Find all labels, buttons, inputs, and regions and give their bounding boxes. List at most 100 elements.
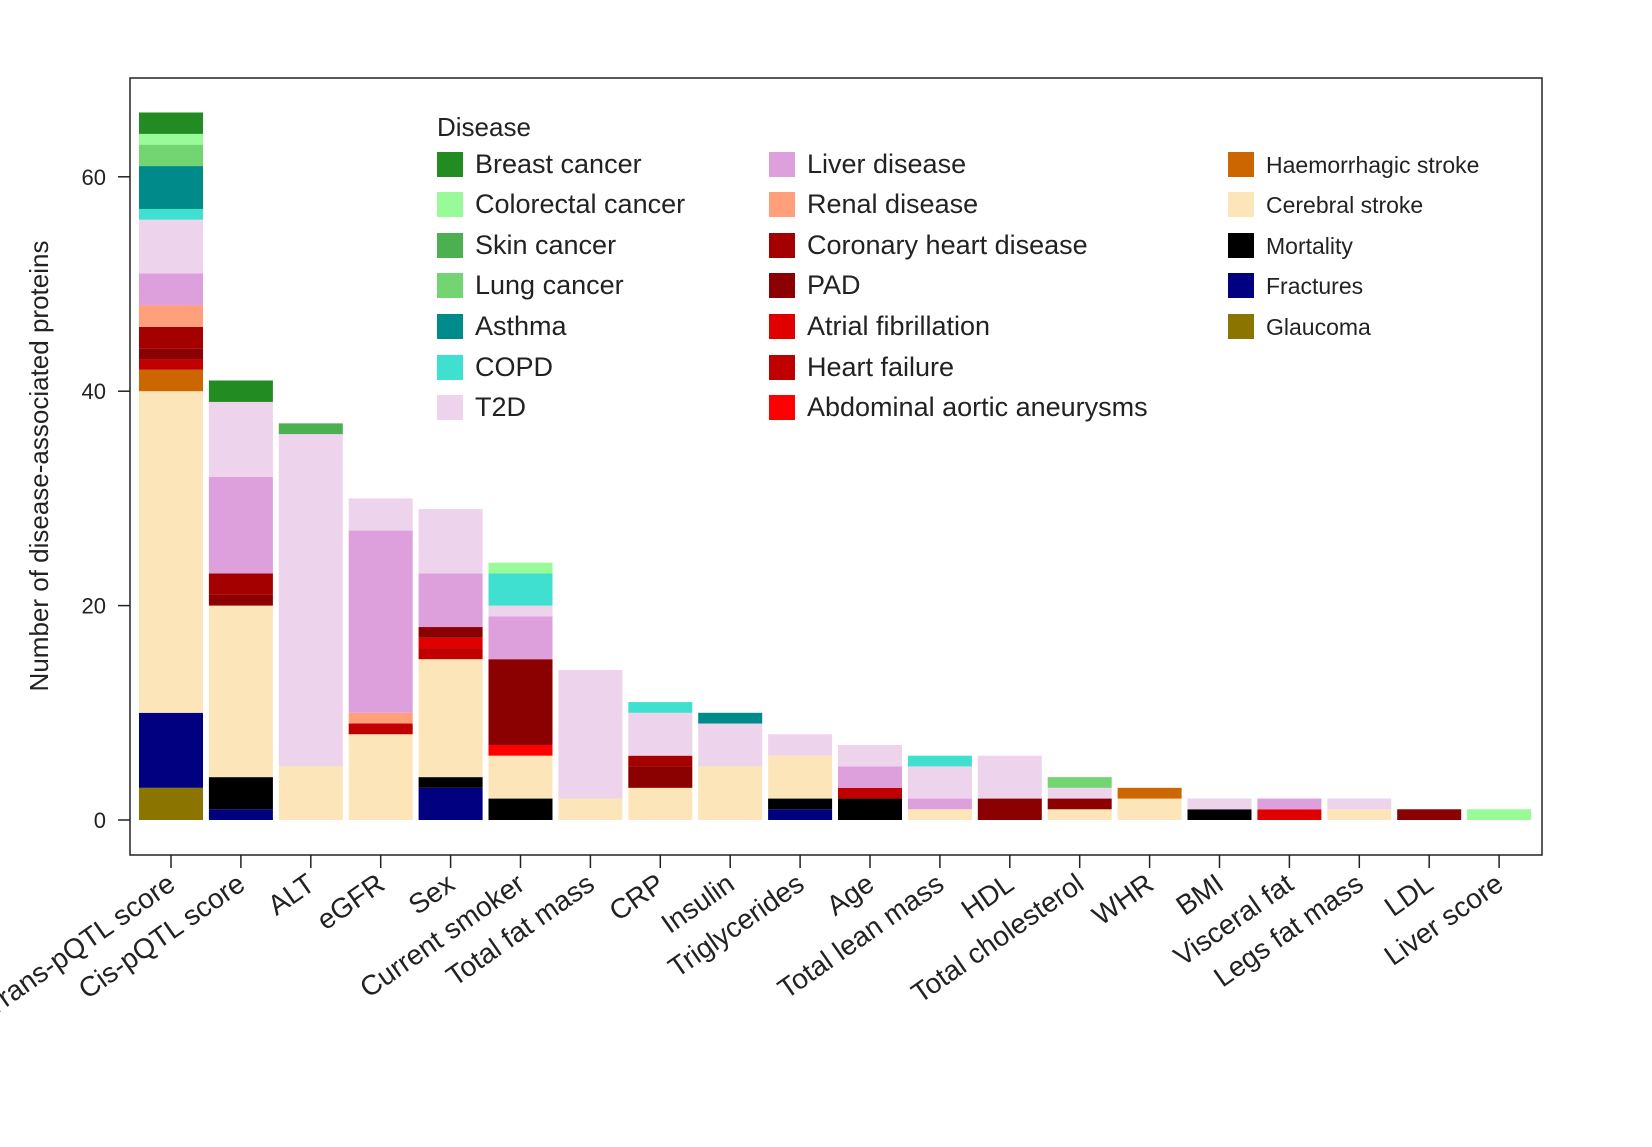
x-tick-label: ALT (262, 868, 320, 922)
legend-item-pad: PAD (769, 270, 861, 300)
legend-item-liver-disease: Liver disease (769, 149, 966, 179)
legend-item-t2d: T2D (437, 392, 526, 422)
legend-swatch (437, 192, 463, 217)
bar-segment-bmi-mortality (1187, 809, 1252, 820)
legend-swatch (1228, 314, 1254, 339)
legend-item-colorectal-cancer: Colorectal cancer (437, 189, 685, 219)
legend-label: Mortality (1266, 233, 1353, 259)
bar-segment-insulin-cerebral-stroke (698, 766, 763, 820)
bar-segment-total-lean-mass-copd (907, 755, 972, 767)
y-tick-label: 40 (82, 379, 106, 404)
bar-segment-total-cholesterol-t2d (1047, 787, 1112, 799)
bar-segment-trans-pqtl-score-glaucoma (139, 787, 203, 820)
bar-segment-sex-heart-failure (418, 648, 483, 660)
bar-segment-crp-coronary-heart-disease (628, 755, 693, 767)
legend: Breast cancer Colorectal cancer Skin cance… (437, 149, 1479, 422)
bar-segment-cis-pqtl-score-breast-cancer (208, 380, 273, 402)
bar-segment-legs-fat-mass-cerebral-stroke (1327, 809, 1392, 820)
bar-segment-legs-fat-mass-t2d (1327, 798, 1392, 810)
legend-item-atrial-fibrillation: Atrial fibrillation (769, 311, 990, 341)
legend-swatch (769, 233, 795, 258)
y-tick-label: 0 (94, 808, 106, 833)
bar-segment-trans-pqtl-score-pad (139, 348, 203, 360)
bar-segment-sex-liver-disease (418, 573, 483, 628)
legend-label: Abdominal aortic aneurysms (807, 392, 1148, 422)
legend-swatch (1228, 152, 1254, 177)
legend-swatch (437, 273, 463, 298)
legend-label: Lung cancer (475, 270, 624, 300)
legend-swatch (1228, 233, 1254, 258)
legend-item-fractures: Fractures (1228, 273, 1363, 299)
legend-label: Breast cancer (475, 149, 642, 179)
bar-segment-sex-atrial-fibrillation (418, 637, 483, 649)
x-tick-label: eGFR (311, 868, 390, 936)
bar-segment-sex-pad (418, 627, 483, 638)
bar-segment-cis-pqtl-score-liver-disease (208, 476, 273, 574)
legend-item-heart-failure: Heart failure (769, 352, 954, 382)
bar-segment-total-fat-mass-cerebral-stroke (558, 798, 623, 820)
bar-segment-cis-pqtl-score-fractures (208, 809, 273, 820)
bar-segment-current-smoker-liver-disease (488, 616, 553, 660)
legend-label: Liver disease (807, 149, 966, 179)
legend-label: Heart failure (807, 352, 954, 382)
legend-swatch (437, 355, 463, 380)
legend-title: Disease (437, 112, 531, 142)
legend-item-lung-cancer: Lung cancer (437, 270, 624, 300)
bar-segment-hdl-pad (977, 798, 1042, 820)
bar-segment-triglycerides-t2d (768, 734, 833, 756)
legend-item-abdominal-aortic-aneurysms: Abdominal aortic aneurysms (769, 392, 1148, 422)
legend-item-haemorrhagic-stroke: Haemorrhagic stroke (1228, 152, 1479, 178)
bar-segment-trans-pqtl-score-asthma (139, 166, 203, 209)
legend-swatch (437, 314, 463, 339)
bar-segment-current-smoker-cerebral-stroke (488, 755, 553, 799)
legend-item-coronary-heart-disease: Coronary heart disease (769, 230, 1088, 260)
bar-segment-alt-t2d (278, 434, 343, 767)
bar-segment-egfr-liver-disease (348, 530, 413, 713)
legend-swatch (769, 355, 795, 380)
legend-item-mortality: Mortality (1228, 233, 1353, 259)
bar-segment-triglycerides-cerebral-stroke (768, 755, 833, 799)
legend-item-cerebral-stroke: Cerebral stroke (1228, 192, 1423, 218)
y-axis-label: Number of disease-associated proteins (24, 241, 54, 692)
bar-segment-total-fat-mass-t2d (558, 669, 623, 799)
bar-segment-egfr-renal-disease (348, 712, 413, 724)
bar-segment-cis-pqtl-score-mortality (208, 777, 273, 810)
legend-label: T2D (475, 392, 526, 422)
bar-segment-trans-pqtl-score-renal-disease (139, 305, 203, 327)
legend-swatch (769, 192, 795, 217)
legend-item-asthma: Asthma (437, 311, 568, 341)
bar-segment-visceral-fat-liver-disease (1257, 798, 1322, 810)
legend-label: PAD (807, 270, 861, 300)
bar-segment-whr-haemorrhagic-stroke (1117, 787, 1182, 799)
legend-label: Colorectal cancer (475, 189, 685, 219)
legend-item-glaucoma: Glaucoma (1228, 314, 1371, 340)
legend-item-renal-disease: Renal disease (769, 189, 978, 219)
legend-swatch (769, 395, 795, 420)
bar-segment-current-smoker-mortality (488, 798, 553, 820)
bar-segment-age-t2d (838, 744, 902, 767)
bar-segment-total-lean-mass-cerebral-stroke (907, 809, 972, 820)
legend-swatch (437, 395, 463, 420)
legend-item-breast-cancer: Breast cancer (437, 149, 642, 179)
bar-segment-crp-copd (628, 702, 693, 713)
bar-segment-crp-cerebral-stroke (628, 787, 693, 820)
bar-segment-total-lean-mass-liver-disease (907, 798, 972, 810)
bar-segment-egfr-cerebral-stroke (348, 734, 413, 820)
bar-segment-cis-pqtl-score-pad (208, 594, 273, 606)
legend-label: Cerebral stroke (1266, 192, 1423, 218)
legend-label: Glaucoma (1266, 314, 1371, 340)
bar-segment-trans-pqtl-score-fractures (139, 712, 203, 788)
legend-label: Haemorrhagic stroke (1266, 152, 1479, 178)
legend-item-copd: COPD (437, 352, 553, 382)
bar-segment-trans-pqtl-score-lung-cancer (139, 144, 203, 167)
bar-segment-age-mortality (838, 798, 902, 820)
legend-swatch (769, 314, 795, 339)
bar-segment-age-liver-disease (838, 766, 902, 788)
bar-segment-alt-skin-cancer (278, 423, 343, 435)
legend-label: Renal disease (807, 189, 978, 219)
x-tick-label: WHR (1086, 868, 1159, 932)
bar-segment-trans-pqtl-score-coronary-heart-disease (139, 326, 203, 349)
bar-segment-current-smoker-abdominal-aortic-aneurysms (488, 744, 553, 756)
bar-segment-trans-pqtl-score-heart-failure (139, 359, 203, 370)
